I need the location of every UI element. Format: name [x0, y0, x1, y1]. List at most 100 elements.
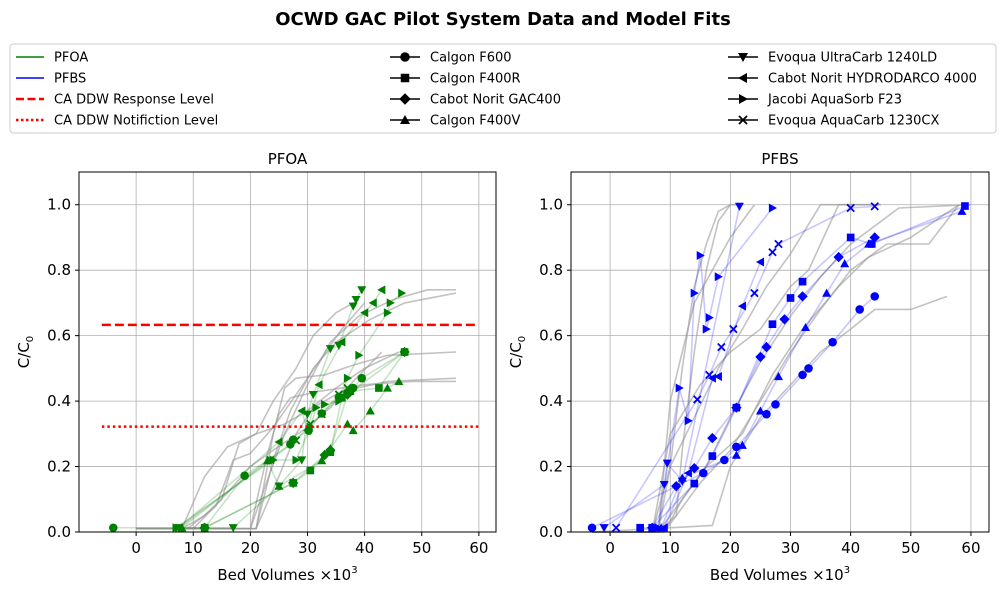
legend-label: Cabot Norit HYDRODARCO 4000: [768, 72, 977, 87]
data-point: [291, 436, 301, 445]
series-jacobi-aquasorb-f23: [172, 288, 407, 533]
y-tick-label: 0.8: [539, 261, 563, 279]
data-point: [734, 202, 744, 211]
data-point: [774, 239, 783, 249]
data-point: [599, 524, 609, 533]
y-tick-label: 0.0: [539, 523, 563, 541]
x-tick-label: 0: [131, 539, 141, 557]
data-point: [174, 523, 184, 532]
data-point: [360, 308, 369, 318]
data-point: [199, 522, 210, 533]
data-point: [732, 442, 741, 452]
data-point: [828, 337, 837, 347]
y-tick-label: 0.2: [47, 458, 71, 476]
legend-label: Calgon F400V: [430, 114, 521, 129]
data-point: [398, 288, 407, 298]
legend-entry-pfoa: PFOA: [16, 51, 88, 66]
data-point: [699, 468, 708, 478]
y-axis-label: C/C0: [507, 336, 528, 368]
model-fit-line: [136, 380, 457, 530]
y-tick-label: 0.2: [539, 458, 563, 476]
data-point: [702, 324, 711, 334]
data-point: [654, 523, 663, 533]
data-point: [869, 232, 880, 243]
x-tick-label: 50: [901, 539, 920, 557]
data-point: [731, 450, 741, 459]
data-point: [108, 523, 118, 533]
x-axis-label-sup: 3: [351, 565, 357, 576]
figure-title: OCWD GAC Pilot System Data and Model Fit…: [275, 9, 731, 30]
model-fit-line: [136, 289, 457, 530]
x-tick-label: 60: [961, 539, 980, 557]
x-tick-label: 0: [605, 539, 615, 557]
data-point: [274, 437, 283, 447]
x-axis-label-sup: 3: [844, 565, 850, 576]
data-point: [325, 345, 335, 354]
data-point: [798, 370, 807, 380]
data-point: [729, 324, 738, 334]
series-evoqua-ultracarb-1240ld: [599, 202, 744, 533]
data-point: [797, 291, 808, 302]
y-axis-label-text: C/C: [15, 342, 33, 368]
legend-label: PFBS: [54, 72, 86, 87]
data-point: [312, 403, 321, 413]
data-point: [714, 272, 723, 282]
legend-label: Calgon F600: [430, 51, 512, 66]
data-point: [317, 409, 327, 419]
data-point: [750, 288, 759, 298]
legend-entry-ca-ddw-response-level: CA DDW Response Level: [16, 93, 214, 108]
y-tick-label: 0.0: [47, 523, 71, 541]
data-point: [348, 426, 358, 435]
data-point: [357, 373, 367, 383]
y-tick-label: 1.0: [47, 196, 71, 214]
legend-label: Cabot Norit GAC400: [430, 93, 561, 108]
data-point: [274, 482, 284, 491]
data-point: [288, 477, 299, 489]
data-point: [708, 452, 717, 460]
subplot-title: PFBS: [761, 150, 798, 168]
x-tick-label: 30: [298, 539, 317, 557]
legend-marker-circle: [400, 52, 410, 62]
series-evoqua-ultracarb-1240ld: [174, 286, 367, 533]
model-fit-line: [592, 204, 960, 533]
data-point: [636, 523, 644, 532]
data-point: [375, 384, 383, 392]
data-point: [696, 250, 705, 260]
legend-frame: [9, 43, 997, 134]
legend: PFOA PFBS CA DDW Response Level CA DDW Noti…: [9, 43, 997, 134]
data-point: [314, 380, 323, 390]
data-point: [266, 455, 275, 465]
data-point: [786, 294, 795, 302]
y-axis-label: C/C0: [15, 336, 36, 368]
data-point: [755, 406, 765, 415]
data-point: [334, 390, 344, 399]
data-point: [325, 444, 335, 453]
model-fit-line: [592, 203, 881, 533]
x-tick-label: 40: [841, 539, 860, 557]
data-point: [343, 373, 352, 383]
data-point: [351, 296, 361, 305]
data-point: [587, 523, 597, 533]
data-point: [357, 286, 367, 295]
data-point: [864, 239, 874, 248]
model-fit-line: [136, 292, 457, 530]
series-line: [615, 205, 875, 529]
legend-label: Calgon F400R: [430, 72, 521, 87]
legend-label: CA DDW Notifiction Level: [54, 114, 218, 129]
data-point: [957, 206, 967, 215]
y-tick-label: 0.4: [47, 392, 71, 410]
legend-label: Evoqua AquaCarb 1230CX: [768, 114, 940, 129]
data-point: [779, 314, 790, 325]
data-point: [761, 341, 772, 353]
data-point: [342, 389, 353, 400]
data-point: [337, 337, 346, 347]
axes-frame: [78, 171, 497, 533]
x-axis-label: Bed Volumes ×103: [710, 565, 850, 584]
legend-marker-triangle-up: [400, 115, 410, 124]
data-point: [683, 468, 692, 478]
legend-entry-calgon-f400r: Calgon F400R: [390, 72, 521, 87]
data-point: [335, 396, 344, 406]
data-point: [737, 440, 747, 449]
